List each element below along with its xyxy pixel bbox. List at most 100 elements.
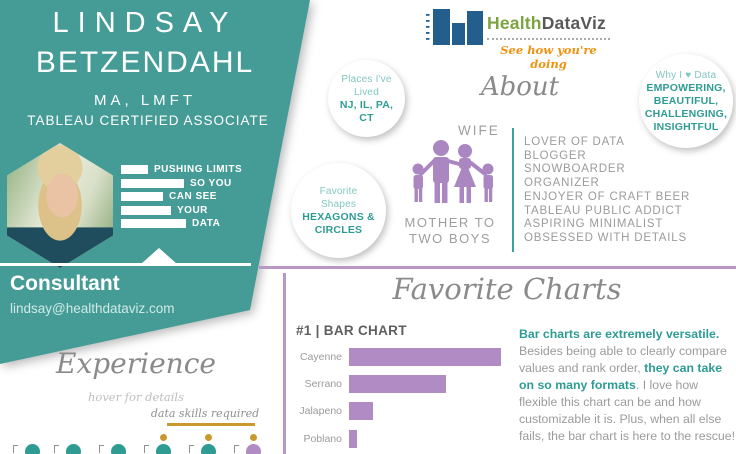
pepper-bar-chart: Cayenne Serrano Jalapeno Poblano [296,343,501,453]
person-head-icon [200,444,216,454]
data-skill-dot [204,434,212,441]
bar-chart-title: #1 | BAR CHART [296,323,407,338]
about-circle-why: Why I ♥ Data EMPOWERING, BEAUTIFUL, CHALLEN… [639,54,733,148]
tagline-row: SO YOU [121,177,242,191]
circle-text: CT [359,111,374,124]
person-head-icon [155,444,171,454]
last-name: BETZENDAHL [35,46,255,79]
divider-line [0,263,251,266]
tagline-row: CAN SEE [121,190,242,204]
trait-item: ENJOYER OF CRAFT BEER [524,190,691,203]
about-circle-shapes: Favorite Shapes HEXAGONS & CIRCLES [291,163,386,258]
experience-person-icon[interactable] [138,434,174,454]
circle-text: Places I've [341,73,392,85]
divider-notch [141,248,177,264]
circle-text: Favorite [319,185,358,197]
credentials: MA, LMFT [94,92,196,109]
circle-text: Why I ♥ Data [655,69,717,81]
profile-photo-hexagon [7,143,113,268]
circle-text: HEXAGONS & [302,210,375,223]
trait-item: LOVER OF DATA [524,136,625,148]
rotated-label-fragment [233,445,239,453]
circle-text: BEAUTIFUL, [653,94,719,107]
rotated-label-fragment [53,445,59,453]
circle-text: Shapes [320,198,357,210]
tagline-text: PUSHING LIMITS [154,164,243,176]
experience-person-icon[interactable] [228,434,264,454]
description-segment: they can take on so many formats [519,361,723,392]
trait-item: ASPIRING MINIMALIST [524,218,664,231]
bar-chart-description: Bar charts are extremely versatile. Besi… [519,326,736,445]
rotated-label-fragment [12,445,18,453]
chart-bar[interactable] [349,347,501,366]
chart-category-label: Poblano [303,432,342,445]
experience-hover-hint: hover for details [87,390,185,404]
family-icon [412,140,494,203]
trait-item: OBSESSED WITH DETAILS [524,231,687,244]
trait-item: BLOGGER [524,149,587,162]
mother-label: MOTHER TO TWO BOYS [404,215,496,246]
bar-chart-logo-icon [426,9,483,45]
tagline-bar [121,165,148,175]
description-segment: Besides being able to clearly compare va… [519,344,727,375]
rotated-label-fragment [98,445,104,453]
tagline-bar [121,192,163,202]
tagline-row: DATA [121,217,242,231]
job-title: Consultant [10,272,120,295]
brand-dotted-rule [487,38,610,40]
charts-panel-left-border [283,273,286,454]
skills-legend-underline [167,423,255,426]
description-segment: . I love how flexible this chart can be … [519,378,735,443]
banner-background: LINDSAY BETZENDAHL MA, LMFT TABLEAU CERT… [0,0,310,364]
circle-text: CHALLENGING, [644,107,728,120]
brand-health: Health [487,13,542,33]
tagline-row: PUSHING LIMITS [121,163,242,177]
trait-item: SNOWBOARDER [524,163,626,176]
favorite-charts-heading: Favorite Charts [392,272,622,306]
tagline-bar [121,178,184,188]
chart-bar[interactable] [349,375,446,394]
skills-legend-label: data skills required [150,407,260,420]
rotated-label-fragment [143,445,149,453]
tagline-bar-chart: PUSHING LIMITS SO YOU CAN SEE YOUR DATA [121,163,242,231]
about-vertical-rule [512,128,514,252]
person-head-icon [24,444,40,454]
circle-text: CIRCLES [314,223,363,236]
tagline-bar [121,205,171,215]
first-name: LINDSAY [52,7,238,39]
trait-item: ORGANIZER [524,177,600,190]
chart-bar[interactable] [349,402,373,421]
experience-person-icon[interactable] [7,434,43,454]
person-head-icon [245,444,261,454]
circle-text: Lived [354,86,379,98]
chart-category-label: Jalapeno [299,405,342,418]
certification-title: TABLEAU CERTIFIED ASSOCIATE [27,113,269,128]
profile-banner: LINDSAY BETZENDAHL MA, LMFT TABLEAU CERT… [0,0,330,380]
brand-dataviz: DataViz [541,13,606,33]
person-head-icon [65,444,81,454]
circle-text: NJ, IL, PA, [339,98,394,111]
person-head-icon [110,444,126,454]
charts-panel-top-border [259,266,736,269]
chart-row: Poblano [296,425,501,452]
about-heading: About [480,72,560,102]
experience-person-icon[interactable] [93,434,129,454]
chart-row: Cayenne [296,343,501,370]
experience-heading: Experience [56,347,216,380]
chart-row: Serrano [296,370,501,397]
brand-tagline: See how you're doing [500,43,597,71]
rotated-label-fragment [188,445,194,453]
experience-person-icon[interactable] [183,434,219,454]
wife-label: WIFE [458,123,500,138]
chart-bar[interactable] [349,429,357,448]
email-address: lindsay@healthdataviz.com [10,301,175,316]
experience-person-icon[interactable] [48,434,84,454]
description-segment: Bar charts are extremely versatile. [519,327,720,341]
tagline-row: YOUR [121,204,242,218]
about-circle-places: Places I've Lived NJ, IL, PA, CT [328,60,405,137]
tagline-bar [121,219,186,229]
chart-row: Jalapeno [296,398,501,425]
data-skill-dot [249,434,257,441]
tagline-text: CAN SEE [169,191,217,203]
